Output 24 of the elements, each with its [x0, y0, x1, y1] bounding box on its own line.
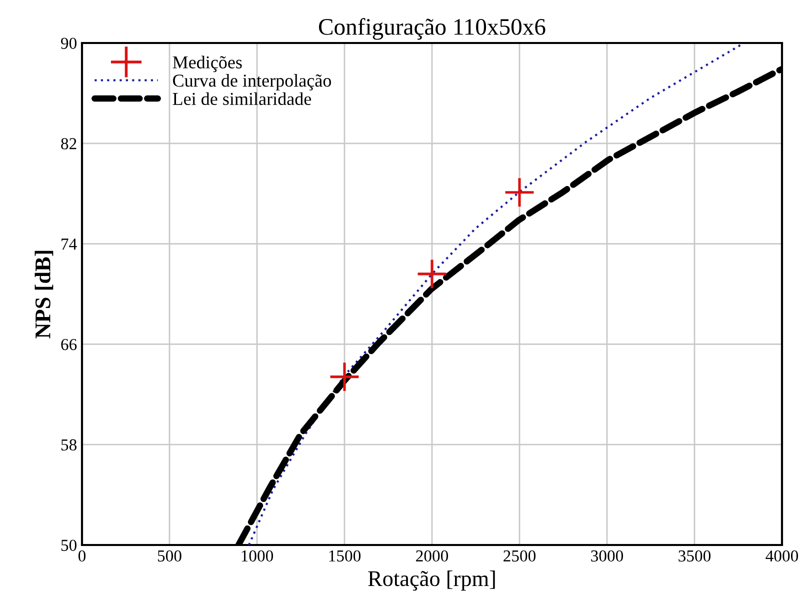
y-tick-label: 74: [62, 238, 77, 250]
y-axis-title: NPS [dB]: [34, 250, 54, 338]
x-tick-label: 4000: [766, 550, 798, 562]
x-tick-label: 3000: [591, 550, 624, 562]
legend-label: Medições: [172, 56, 242, 72]
y-tick-label: 90: [61, 38, 77, 49]
legend-label: Curva de interpolação: [173, 74, 332, 90]
x-tick-label: 2500: [504, 550, 536, 562]
point: [330, 362, 359, 392]
y-tick-label: 66: [61, 338, 77, 350]
x-axis-title: Rotação [rpm]: [368, 570, 495, 591]
x-tick-label: 0: [78, 550, 86, 562]
chart-title: Configuração 110x50x6: [318, 18, 546, 40]
point: [418, 260, 446, 288]
x-tick-label: 3500: [678, 550, 711, 562]
point: [505, 178, 534, 207]
x-tick-label: 2000: [416, 550, 448, 562]
legend-label: Lei de similaridade: [172, 92, 312, 106]
x-tick-label: 1500: [329, 550, 361, 562]
x-tick-label: 1000: [242, 550, 274, 562]
y-tick-label: 58: [61, 439, 77, 451]
y-tick-label: 50: [61, 540, 77, 551]
x-tick-label: 500: [158, 550, 182, 562]
y-tick-label: 82: [61, 138, 76, 150]
